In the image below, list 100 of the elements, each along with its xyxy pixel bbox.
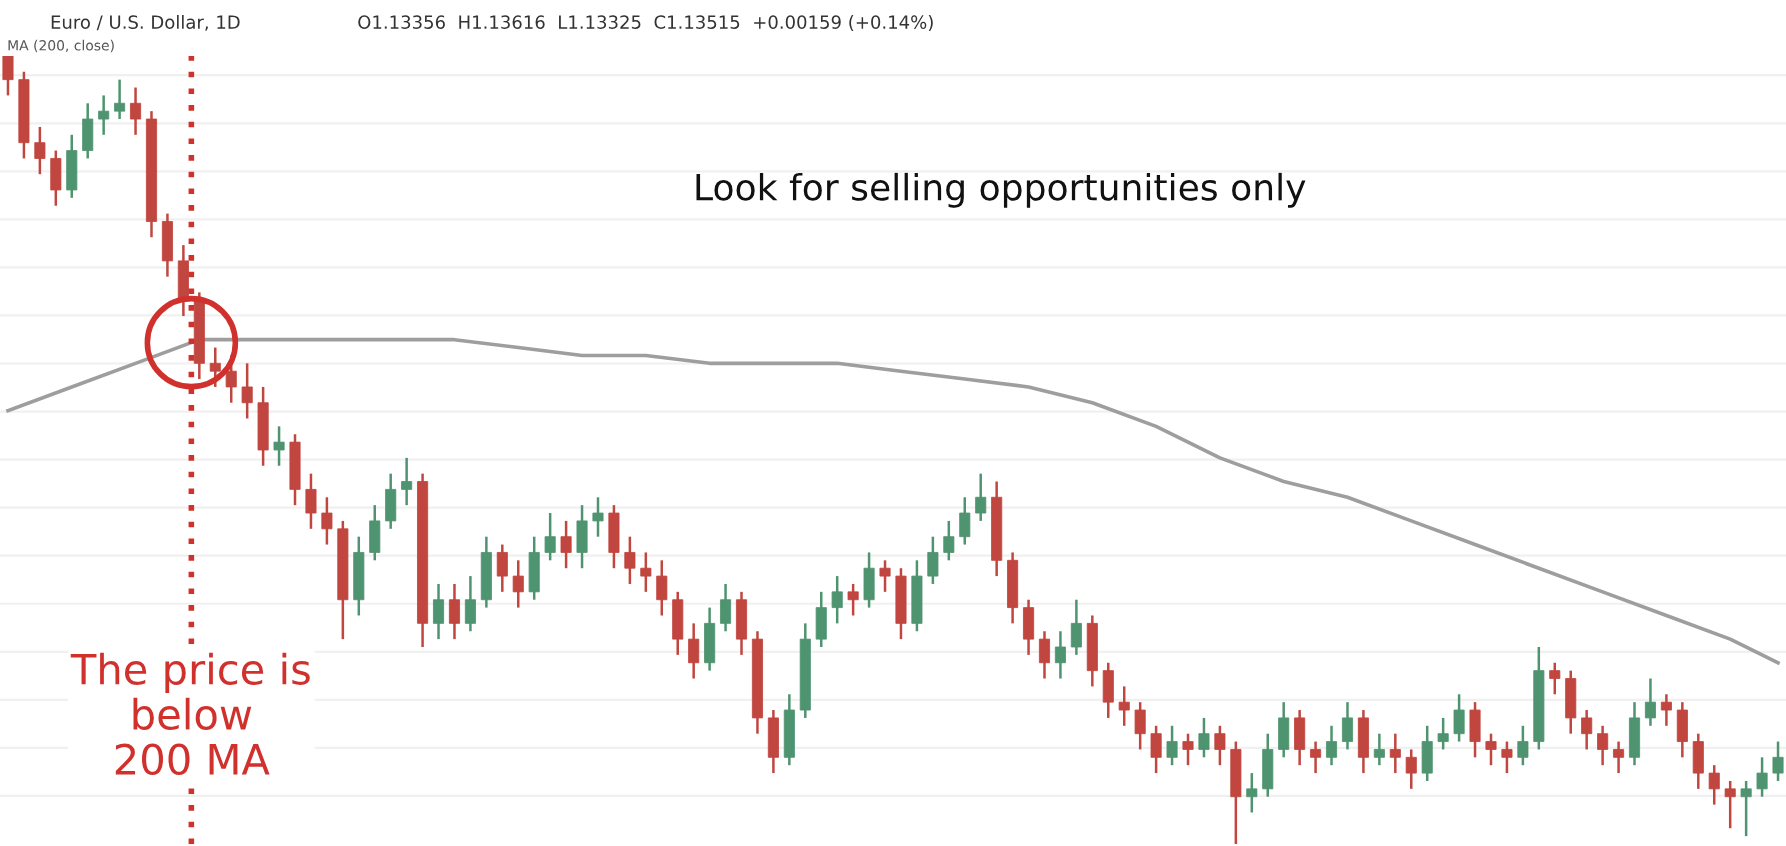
candlestick: [1214, 724, 1226, 767]
candlestick: [369, 503, 381, 562]
candlestick: [815, 590, 827, 649]
candlestick: [1182, 732, 1194, 767]
chart-title: Euro / U.S. Dollar, 1D: [51, 14, 240, 31]
candlestick: [321, 496, 333, 546]
annotation: Look for selling opportunities only: [696, 172, 1306, 208]
candlestick: [1118, 685, 1130, 728]
candlestick: [98, 94, 110, 137]
candlestick: [385, 472, 397, 531]
candlestick: [544, 511, 556, 562]
candlestick: [783, 693, 795, 767]
candlestick: [209, 346, 221, 389]
candlestick: [1469, 700, 1481, 759]
candlestick: [1357, 708, 1369, 775]
candlestick: [576, 503, 588, 570]
candlestick: [1294, 708, 1306, 767]
candlestick: [656, 559, 668, 617]
candlestick: [1341, 700, 1353, 751]
candlestick: [1166, 724, 1178, 767]
candlestick: [1373, 732, 1385, 767]
candlestick: [959, 496, 971, 546]
candlestick: [1708, 763, 1720, 806]
candlestick: [496, 543, 508, 594]
candlestick: [767, 708, 779, 775]
candlestick: [353, 535, 365, 617]
candlestick: [1326, 724, 1338, 767]
candlestick: [1054, 629, 1066, 680]
candlestick: [560, 519, 572, 570]
candlestick: [1501, 740, 1513, 775]
candlestick: [640, 551, 652, 594]
candlestick: [704, 606, 716, 672]
candlestick: [1038, 629, 1051, 680]
candlestick: [1676, 700, 1688, 759]
candlestick: [1549, 661, 1561, 696]
candlestick: [433, 582, 445, 641]
candlestick: [1246, 771, 1258, 814]
candlestick: [512, 559, 524, 609]
candlestick: [1278, 700, 1290, 759]
candlestick: [1660, 693, 1672, 728]
candlestick: [911, 559, 923, 633]
candlestick: [1102, 661, 1114, 720]
candlestick: [1772, 740, 1784, 783]
candlestick: [1628, 700, 1641, 767]
candlestick: [1517, 724, 1529, 767]
candlestick: [273, 425, 285, 468]
candlestick: [401, 456, 413, 507]
candlestick: [130, 86, 142, 137]
candlestick: [257, 385, 269, 468]
candlestick: [1581, 708, 1593, 751]
candlestick: [831, 574, 843, 625]
candlestick: [1613, 740, 1625, 775]
candlestick: [1740, 779, 1752, 838]
candlestick: [289, 432, 301, 507]
candlestick: [1644, 677, 1656, 728]
candlestick: [847, 582, 859, 617]
candlestick: [720, 582, 732, 633]
annotation: The price is below 200 MA: [70, 652, 310, 776]
candlestick: [34, 125, 46, 176]
candlestick: [1437, 716, 1449, 751]
candlestick: [1070, 598, 1082, 657]
candlestick: [927, 535, 939, 586]
candlestick: [1724, 779, 1736, 830]
candlestick: [735, 590, 748, 657]
candlestick: [1007, 551, 1019, 625]
candlestick: [608, 503, 620, 570]
candlestick: [161, 212, 173, 278]
candlestick: [1086, 614, 1098, 688]
candlestick: [1134, 700, 1146, 751]
candlestick: [672, 590, 684, 657]
candlestick: [1230, 740, 1242, 844]
candlestick: [2, 56, 14, 97]
candlestick: [66, 133, 78, 200]
candlestick: [975, 472, 987, 523]
candlestick: [895, 566, 907, 641]
candlestick: [464, 574, 476, 633]
candlestick: [1485, 732, 1497, 767]
candlestick: [1692, 732, 1704, 791]
candlestick: [1453, 693, 1465, 743]
candlestick: [1421, 724, 1433, 783]
candlestick: [1405, 748, 1417, 791]
candlestick: [688, 622, 700, 680]
candlestick: [1597, 724, 1609, 767]
candlestick: [624, 535, 636, 586]
candlestick: [879, 559, 891, 594]
candlestick: [863, 551, 875, 609]
candlestick: [1198, 716, 1210, 759]
candlestick: [943, 519, 955, 562]
candlestick: [114, 78, 126, 121]
candlestick: [305, 472, 317, 531]
candlestick: [1389, 732, 1401, 775]
candlestick: [528, 535, 540, 601]
candlestick: [1310, 740, 1322, 775]
candlestick: [50, 149, 62, 207]
candlestick: [177, 243, 189, 318]
candlestick: [1150, 724, 1162, 775]
candlestick: [1023, 598, 1035, 657]
candlestick: [592, 496, 604, 538]
candlestick: [448, 582, 460, 641]
candlestick: [1565, 669, 1577, 735]
